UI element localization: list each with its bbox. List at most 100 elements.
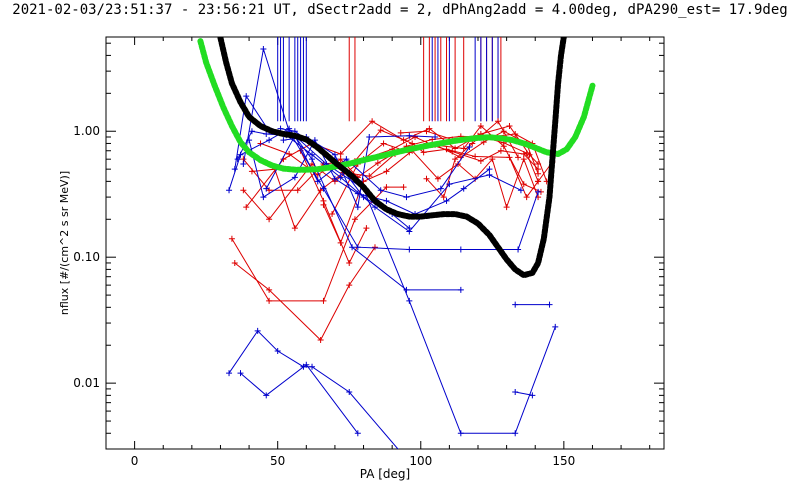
red-series-marker bbox=[452, 156, 459, 163]
blue-series-marker bbox=[346, 389, 353, 396]
blue-series-marker bbox=[354, 204, 361, 211]
blue-series-marker bbox=[432, 134, 439, 140]
y-tick-label: 0.10 bbox=[73, 250, 100, 264]
blue-series-marker bbox=[406, 246, 413, 253]
red-series-marker bbox=[489, 156, 496, 163]
blue-series-marker bbox=[337, 174, 344, 181]
red-series-marker bbox=[366, 173, 373, 180]
blue-series-marker bbox=[280, 137, 287, 144]
x-tick-label: 100 bbox=[409, 454, 432, 468]
red-series-marker bbox=[369, 118, 376, 125]
blue-series-marker bbox=[260, 45, 267, 52]
red-series-marker bbox=[426, 125, 433, 132]
blue-series-marker bbox=[552, 323, 559, 330]
red-series-marker bbox=[243, 204, 250, 211]
blue-series-marker bbox=[486, 171, 493, 178]
blue-series-marker bbox=[260, 194, 267, 201]
blue-series-marker bbox=[535, 188, 542, 195]
red-series-marker bbox=[371, 244, 378, 251]
red-series-marker bbox=[535, 178, 542, 185]
red-series-marker bbox=[248, 168, 255, 175]
blue-series-marker bbox=[331, 151, 338, 158]
red-series-marker bbox=[434, 175, 441, 182]
red-series-marker bbox=[423, 128, 430, 135]
blue-series-marker bbox=[246, 137, 253, 144]
red-series-marker bbox=[266, 216, 273, 223]
black-fit-curve bbox=[217, 37, 567, 279]
blue-series-marker bbox=[383, 197, 390, 204]
red-series-marker bbox=[512, 131, 519, 138]
blue-series-marker bbox=[512, 301, 519, 308]
red-series-marker bbox=[423, 175, 430, 182]
red-series-marker bbox=[266, 286, 273, 293]
blue-series-line bbox=[240, 363, 359, 434]
blue-series-line bbox=[228, 330, 399, 449]
chart-title: 2021-02-03/23:51:37 - 23:56:21 UT, dSect… bbox=[12, 2, 788, 18]
red-series-marker bbox=[337, 156, 344, 163]
blue-series-marker bbox=[466, 143, 473, 150]
green-fit-curve bbox=[197, 38, 596, 173]
blue-series-marker bbox=[240, 160, 247, 167]
red-series-marker bbox=[400, 184, 407, 191]
blue-series-marker bbox=[349, 244, 356, 251]
red-series-marker bbox=[228, 235, 235, 242]
x-tick-label: 50 bbox=[270, 454, 285, 468]
red-series-marker bbox=[383, 184, 390, 191]
blue-series-marker bbox=[231, 166, 238, 173]
blue-series-marker bbox=[263, 131, 270, 138]
red-series-marker bbox=[520, 181, 527, 188]
blue-series-marker bbox=[343, 156, 350, 163]
red-series-marker bbox=[317, 337, 324, 344]
blue-series-marker bbox=[309, 151, 316, 158]
red-series-marker bbox=[346, 259, 353, 266]
blue-series-marker bbox=[237, 370, 244, 377]
fit-curves bbox=[197, 37, 596, 279]
blue-series-marker bbox=[406, 297, 413, 304]
blue-series-marker bbox=[377, 187, 384, 194]
red-series-marker bbox=[380, 140, 387, 147]
blue-series-line bbox=[234, 94, 556, 434]
plot-frame bbox=[105, 36, 665, 450]
red-series-marker bbox=[452, 145, 459, 152]
red-series-marker bbox=[520, 156, 527, 163]
red-series-marker bbox=[515, 154, 522, 161]
red-series-line bbox=[234, 246, 376, 341]
vertical-markers bbox=[277, 37, 502, 122]
blue-series-marker bbox=[320, 185, 327, 192]
red-series-marker bbox=[231, 259, 238, 266]
blue-series-marker bbox=[314, 178, 321, 185]
y-axis-label: nflux [#/(cm^2 s sr MeV)] bbox=[58, 171, 71, 315]
red-series-marker bbox=[472, 153, 479, 160]
blue-series-marker bbox=[515, 246, 522, 253]
red-series-marker bbox=[240, 187, 247, 194]
blue-series-marker bbox=[457, 246, 464, 253]
red-series-marker bbox=[320, 297, 327, 304]
x-tick-label: 0 bbox=[131, 454, 139, 468]
red-series-marker bbox=[400, 137, 407, 144]
blue-series-marker bbox=[403, 194, 410, 201]
blue-series-marker bbox=[263, 392, 270, 399]
red-series-marker bbox=[346, 282, 353, 289]
blue-series-marker bbox=[243, 93, 250, 100]
x-axis-label: PA [deg] bbox=[360, 467, 410, 481]
red-series-marker bbox=[497, 147, 504, 154]
blue-series-marker bbox=[291, 174, 298, 181]
blue-series-marker bbox=[406, 225, 413, 232]
blue-series-marker bbox=[443, 197, 450, 204]
blue-series-marker bbox=[360, 194, 367, 201]
blue-series-marker bbox=[303, 361, 310, 368]
red-series-marker bbox=[320, 197, 327, 204]
blue-series-marker bbox=[226, 187, 233, 194]
red-series-marker bbox=[420, 149, 427, 156]
blue-series-marker bbox=[517, 187, 524, 194]
red-series-marker bbox=[383, 168, 390, 175]
blue-series-marker bbox=[437, 185, 444, 192]
red-series-marker bbox=[506, 123, 513, 130]
red-series-marker bbox=[294, 187, 301, 194]
red-series-marker bbox=[337, 150, 344, 157]
y-tick-label: 0.01 bbox=[73, 376, 100, 390]
red-series-marker bbox=[503, 204, 510, 211]
red-series-marker bbox=[266, 297, 273, 304]
blue-series-marker bbox=[546, 301, 553, 308]
